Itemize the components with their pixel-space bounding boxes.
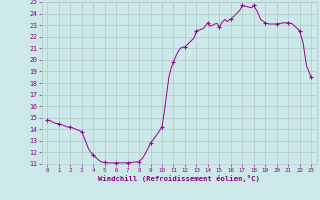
X-axis label: Windchill (Refroidissement éolien,°C): Windchill (Refroidissement éolien,°C) [98, 175, 260, 182]
